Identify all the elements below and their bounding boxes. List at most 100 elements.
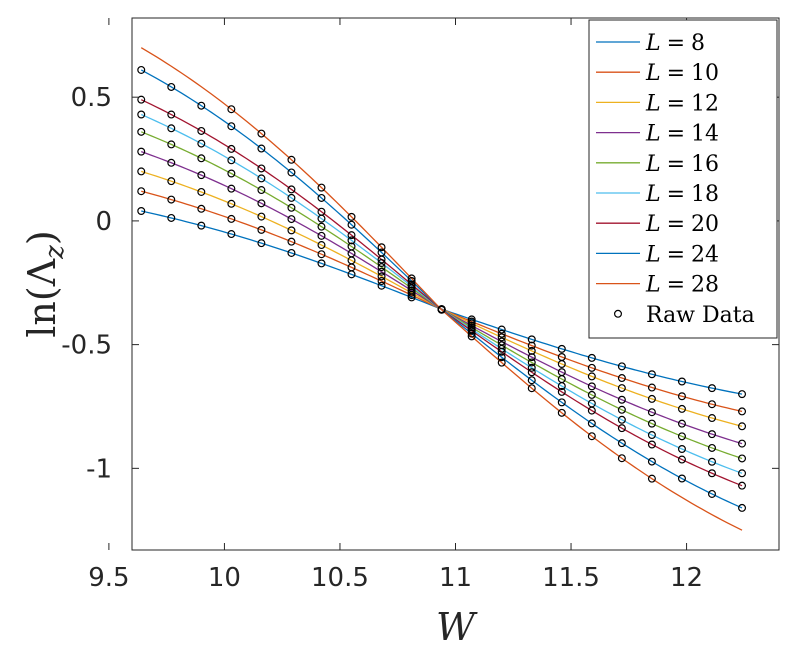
raw-data-point <box>317 250 326 259</box>
raw-data-point <box>647 419 656 428</box>
legend-label-var: L <box>645 31 661 56</box>
legend-label-num: 28 <box>691 273 719 298</box>
raw-data-point <box>617 374 626 383</box>
raw-data-point <box>587 363 596 372</box>
raw-data-point <box>647 474 656 483</box>
raw-data-point <box>227 156 236 165</box>
tick-labels: 9.5 10 10.5 11 11.5 12 -1 -0.5 0 0.5 <box>61 83 703 593</box>
legend-label-var: L <box>645 61 661 86</box>
raw-data-point <box>197 221 206 230</box>
y-tick-label: -1 <box>86 454 112 484</box>
x-tick-label: 10 <box>208 563 241 593</box>
raw-data-point <box>257 186 266 195</box>
raw-data-point <box>407 286 416 295</box>
raw-data-point <box>377 263 386 272</box>
raw-data-point <box>257 174 266 183</box>
raw-data-point <box>647 408 656 417</box>
raw-data-point <box>347 212 356 221</box>
legend-label-num: 12 <box>691 91 719 116</box>
legend-label: L = 10 <box>645 61 719 86</box>
raw-data-point <box>287 193 296 202</box>
raw-data-point <box>707 400 716 409</box>
raw-data-point <box>617 424 626 433</box>
raw-data-point <box>617 384 626 393</box>
raw-data-point <box>197 204 206 213</box>
raw-data-point <box>317 183 326 192</box>
raw-data-point <box>167 124 176 133</box>
raw-data-point <box>738 503 747 512</box>
legend-label-eq: = <box>667 242 685 267</box>
y-tick-label: 0.5 <box>71 83 112 113</box>
legend-label-eq: = <box>667 122 685 147</box>
raw-data-point <box>467 315 476 324</box>
x-tick-label: 10.5 <box>311 563 369 593</box>
legend-entry-16: L = 16 <box>596 152 719 177</box>
raw-data-point <box>557 359 566 368</box>
y-axis-label-subscript: z <box>40 245 70 260</box>
raw-data-point <box>227 144 236 153</box>
raw-data-point <box>497 333 506 342</box>
raw-data-point <box>287 237 296 246</box>
raw-data-point <box>227 184 236 193</box>
raw-data-point <box>317 241 326 250</box>
raw-data-point <box>137 167 146 176</box>
raw-data-point <box>677 444 686 453</box>
raw-data-point <box>497 344 506 353</box>
legend-label: L = 16 <box>645 152 719 177</box>
raw-data-point <box>317 259 326 268</box>
raw-data-point <box>287 226 296 235</box>
legend-label: L = 28 <box>645 273 719 298</box>
legend-entry-raw-data: Raw Data <box>613 303 755 328</box>
raw-data-point <box>347 231 356 240</box>
legend-label-eq: = <box>667 182 685 207</box>
raw-data-point <box>167 82 176 91</box>
raw-data-point <box>647 383 656 392</box>
raw-data-point <box>527 384 536 393</box>
raw-data-point <box>227 214 236 223</box>
legend-label: Raw Data <box>646 303 755 328</box>
raw-data-point <box>137 147 146 156</box>
raw-data-point <box>287 248 296 257</box>
raw-data-point <box>677 455 686 464</box>
raw-data-point <box>227 199 236 208</box>
raw-data-point <box>467 332 476 341</box>
raw-data-point <box>257 144 266 153</box>
raw-data-point <box>647 431 656 440</box>
raw-data-point <box>347 242 356 251</box>
raw-data-point <box>167 213 176 222</box>
y-tick-label: 0 <box>95 207 112 237</box>
legend-label: L = 24 <box>645 242 719 267</box>
raw-data-point <box>497 353 506 362</box>
raw-data-point <box>407 277 416 286</box>
raw-data-point <box>467 329 476 338</box>
raw-data-point <box>527 363 536 372</box>
raw-data-point <box>257 225 266 234</box>
raw-data-point <box>497 358 506 367</box>
raw-data-point <box>377 243 386 252</box>
raw-data-point <box>227 230 236 239</box>
raw-data-point <box>587 419 596 428</box>
raw-data-point <box>497 347 506 356</box>
raw-data-point <box>497 325 506 334</box>
y-tick-label: -0.5 <box>61 331 112 361</box>
raw-data-point <box>617 415 626 424</box>
legend-label-eq: = <box>667 212 685 237</box>
raw-data-point <box>527 358 536 367</box>
legend-label: L = 18 <box>645 182 719 207</box>
raw-data-point <box>257 164 266 173</box>
raw-data-point <box>527 368 536 377</box>
raw-data-point <box>377 272 386 281</box>
raw-data-point <box>707 457 716 466</box>
legend-label-eq: = <box>667 91 685 116</box>
raw-data-point <box>407 280 416 289</box>
raw-data-point <box>467 326 476 335</box>
raw-data-point <box>167 110 176 119</box>
legend-label: L = 14 <box>645 122 719 147</box>
legend-label: L = 20 <box>645 212 719 237</box>
raw-data-point <box>137 207 146 216</box>
raw-data-point <box>557 408 566 417</box>
raw-data-point <box>227 169 236 178</box>
raw-data-point <box>647 394 656 403</box>
